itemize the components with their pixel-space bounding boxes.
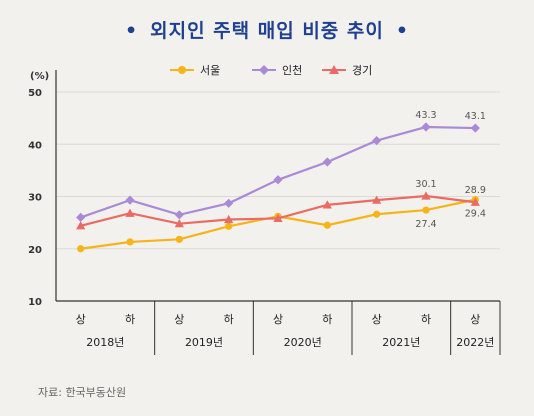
source-note: 자료: 한국부동산원: [38, 386, 127, 399]
x-tick-label-0: 상: [76, 313, 86, 326]
data-label-3: 28.9: [465, 185, 486, 196]
series-2-point-3: [224, 214, 234, 224]
series-1-point-8: [470, 123, 480, 133]
y-tick-label-40: 40: [28, 140, 42, 151]
series-0-point-2: [175, 235, 183, 243]
series-1-point-3: [224, 198, 234, 208]
series-2-point-7: [421, 191, 431, 200]
series-2-point-4: [273, 213, 283, 223]
title-dot-left: •: [124, 20, 139, 42]
series-1-point-5: [322, 157, 332, 167]
x-tick-label-8: 상: [470, 313, 480, 326]
y-tick-label-50: 50: [28, 88, 42, 99]
series-2-point-5: [322, 200, 332, 209]
x-tick-label-7: 하: [421, 312, 431, 326]
data-label-2: 30.1: [415, 179, 436, 190]
series-1-point-6: [372, 135, 382, 146]
legend-marker-1: [259, 65, 269, 75]
y-unit-label: (%): [30, 71, 49, 82]
series-0-point-0: [77, 245, 85, 253]
data-label-0: 43.3: [415, 110, 436, 121]
x-tick-label-3: 하: [224, 312, 234, 326]
series-line-1: [80, 125, 476, 219]
year-label-3: 2021년: [382, 336, 420, 349]
series-1-point-2: [174, 210, 184, 220]
series-2-point-6: [372, 195, 382, 204]
series-2-point-0: [76, 221, 86, 230]
series-1-point-0: [76, 212, 86, 222]
legend-marker-0: [178, 66, 186, 74]
chart-title: • 외지인 주택 매입 비중 추이 •: [0, 16, 534, 43]
x-tick-label-5: 하: [322, 312, 332, 326]
data-label-5: 29.4: [465, 209, 486, 220]
x-tick-label-1: 하: [125, 312, 135, 326]
year-label-1: 2019년: [185, 336, 223, 349]
series-2-point-1: [125, 208, 135, 217]
data-label-4: 27.4: [415, 219, 436, 230]
year-label-4: 2022년: [456, 336, 494, 349]
x-tick-label-2: 상: [174, 313, 184, 326]
x-tick-label-6: 상: [372, 313, 382, 326]
legend-marker-2: [329, 65, 339, 74]
legend-label-2: 경기: [352, 64, 372, 77]
series-2-point-8: [470, 197, 480, 206]
legend-label-0: 서울: [200, 64, 220, 77]
title-text: 외지인 주택 매입 비중 추이: [150, 20, 384, 42]
series-0-point-5: [323, 221, 331, 229]
year-label-0: 2018년: [86, 336, 124, 349]
series-0-point-6: [373, 210, 381, 218]
title-dot-right: •: [395, 20, 410, 42]
y-tick-label-30: 30: [28, 193, 42, 204]
legend-label-1: 인천: [282, 63, 302, 77]
year-label-2: 2020년: [284, 336, 322, 349]
series-1-point-1: [125, 195, 135, 205]
series-0-point-1: [126, 238, 134, 246]
series-2-point-2: [174, 219, 184, 228]
y-tick-label-10: 10: [28, 297, 42, 308]
series-0-point-7: [422, 206, 430, 214]
series-0-point-3: [225, 222, 233, 230]
x-tick-label-4: 상: [273, 313, 283, 326]
data-label-1: 43.1: [465, 111, 486, 122]
series-1-point-7: [421, 122, 431, 132]
series-1-point-4: [273, 175, 283, 185]
y-tick-label-20: 20: [28, 245, 42, 256]
